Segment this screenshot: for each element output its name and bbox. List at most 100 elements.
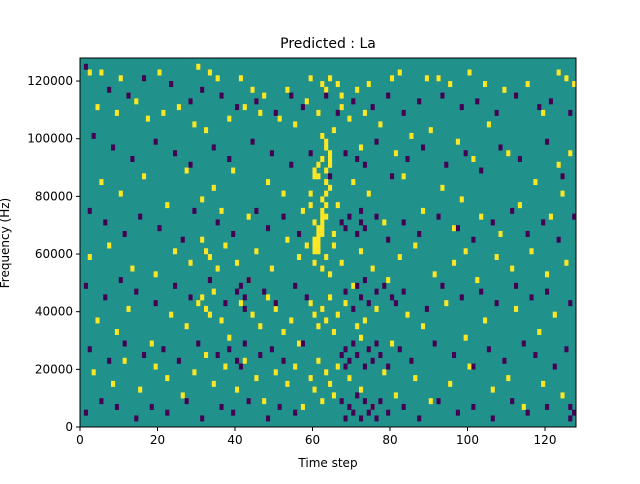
heatmap-cell-low — [343, 288, 348, 295]
heatmap-cell-high — [428, 398, 433, 405]
heatmap-cell-low — [514, 92, 519, 99]
heatmap-cells — [80, 58, 577, 427]
heatmap-cell-low — [83, 409, 88, 416]
heatmap-cell-low — [293, 282, 298, 289]
heatmap-cell-low — [525, 230, 530, 237]
heatmap-cell-high — [312, 167, 317, 174]
heatmap-cell-low — [192, 207, 197, 214]
heatmap-cell-high — [552, 311, 557, 318]
heatmap-cell-high — [479, 213, 484, 220]
heatmap-cell-high — [204, 305, 209, 312]
heatmap-cell-low — [126, 92, 131, 99]
heatmap-cell-low — [572, 213, 577, 220]
heatmap-cell-high — [304, 242, 309, 249]
heatmap-cell-low — [343, 225, 348, 232]
heatmap-cell-low — [486, 346, 491, 353]
heatmap-cell-high — [95, 104, 100, 111]
heatmap-cell-high — [300, 403, 305, 410]
heatmap-cell-low — [142, 352, 147, 359]
heatmap-cell-high — [145, 115, 150, 122]
heatmap-cell-high — [99, 69, 104, 76]
heatmap-cell-low — [401, 403, 406, 410]
heatmap-cell-high — [192, 121, 197, 128]
heatmap-cell-low — [417, 230, 422, 237]
heatmap-cell-high — [308, 375, 313, 382]
heatmap-cell-low — [390, 294, 395, 301]
x-axis-label: Time step — [297, 456, 357, 470]
heatmap-cell-high — [192, 369, 197, 376]
heatmap-cell-low — [537, 104, 542, 111]
heatmap-cell-high — [335, 311, 340, 318]
heatmap-cell-high — [331, 328, 336, 335]
heatmap-cell-high — [142, 173, 147, 180]
heatmap-cell-high — [114, 109, 119, 116]
heatmap-cell-low — [277, 403, 282, 410]
heatmap-cell-low — [118, 277, 123, 284]
heatmap-cell-low — [510, 207, 515, 214]
heatmap-cell-low — [161, 346, 166, 353]
heatmap-cell-high — [320, 305, 325, 312]
heatmap-cell-low — [417, 98, 422, 105]
heatmap-cell-low — [436, 398, 441, 405]
heatmap-cell-high — [200, 196, 205, 203]
heatmap-background — [80, 58, 576, 427]
heatmap-cell-low — [378, 398, 383, 405]
heatmap-cell-high — [541, 380, 546, 387]
heatmap-cell-high — [308, 202, 313, 209]
heatmap-cell-low — [479, 167, 484, 174]
heatmap-cell-low — [238, 363, 243, 370]
heatmap-cell-low — [401, 288, 406, 295]
heatmap-cell-low — [300, 340, 305, 347]
heatmap-cell-low — [436, 213, 441, 220]
heatmap-cell-high — [320, 207, 325, 214]
heatmap-cell-low — [99, 398, 104, 405]
heatmap-cell-high — [196, 300, 201, 307]
heatmap-cell-high — [320, 132, 325, 139]
heatmap-cell-high — [138, 386, 143, 393]
heatmap-cell-high — [316, 225, 321, 232]
heatmap-cell-low — [111, 144, 116, 151]
heatmap-cell-low — [153, 300, 158, 307]
heatmap-cell-high — [397, 69, 402, 76]
heatmap-cell-high — [207, 254, 212, 260]
heatmap-cell-low — [568, 403, 573, 410]
heatmap-cell-high — [258, 109, 263, 116]
heatmap-cell-low — [242, 305, 247, 312]
heatmap-cell-low — [188, 294, 193, 301]
heatmap-cell-high — [180, 392, 185, 399]
heatmap-cell-high — [277, 115, 282, 122]
heatmap-cell-low — [552, 363, 557, 370]
heatmap-cell-high — [502, 86, 507, 93]
heatmap-cell-low — [339, 352, 344, 359]
heatmap-cell-low — [165, 409, 170, 416]
heatmap-cell-high — [366, 81, 371, 88]
heatmap-cell-high — [266, 179, 271, 186]
x-tick-label: 120 — [534, 433, 557, 447]
heatmap-cell-low — [548, 98, 553, 105]
heatmap-cell-high — [421, 323, 426, 330]
heatmap-cell-high — [405, 311, 410, 318]
heatmap-cell-low — [207, 277, 212, 284]
heatmap-cell-high — [300, 207, 305, 214]
heatmap-cell-high — [285, 236, 290, 243]
y-tick-label: 40000 — [35, 305, 73, 319]
heatmap-cell-high — [219, 317, 224, 324]
heatmap-cell-high — [312, 173, 317, 180]
heatmap-cell-low — [343, 415, 348, 422]
heatmap-cell-low — [87, 346, 92, 353]
heatmap-cell-low — [351, 409, 356, 416]
heatmap-cell-low — [572, 409, 577, 416]
heatmap-cell-low — [374, 415, 379, 422]
heatmap-cell-high — [324, 167, 329, 174]
heatmap-cell-high — [514, 305, 519, 312]
heatmap-cell-low — [200, 86, 205, 93]
heatmap-cell-low — [200, 415, 205, 422]
heatmap-cell-high — [95, 317, 100, 324]
heatmap-cell-low — [386, 236, 391, 243]
heatmap-cell-high — [316, 248, 321, 255]
heatmap-cell-high — [297, 254, 302, 260]
heatmap-cell-high — [475, 277, 480, 284]
heatmap-cell-high — [529, 248, 534, 255]
heatmap-cell-low — [529, 294, 534, 301]
heatmap-cell-low — [297, 230, 302, 237]
